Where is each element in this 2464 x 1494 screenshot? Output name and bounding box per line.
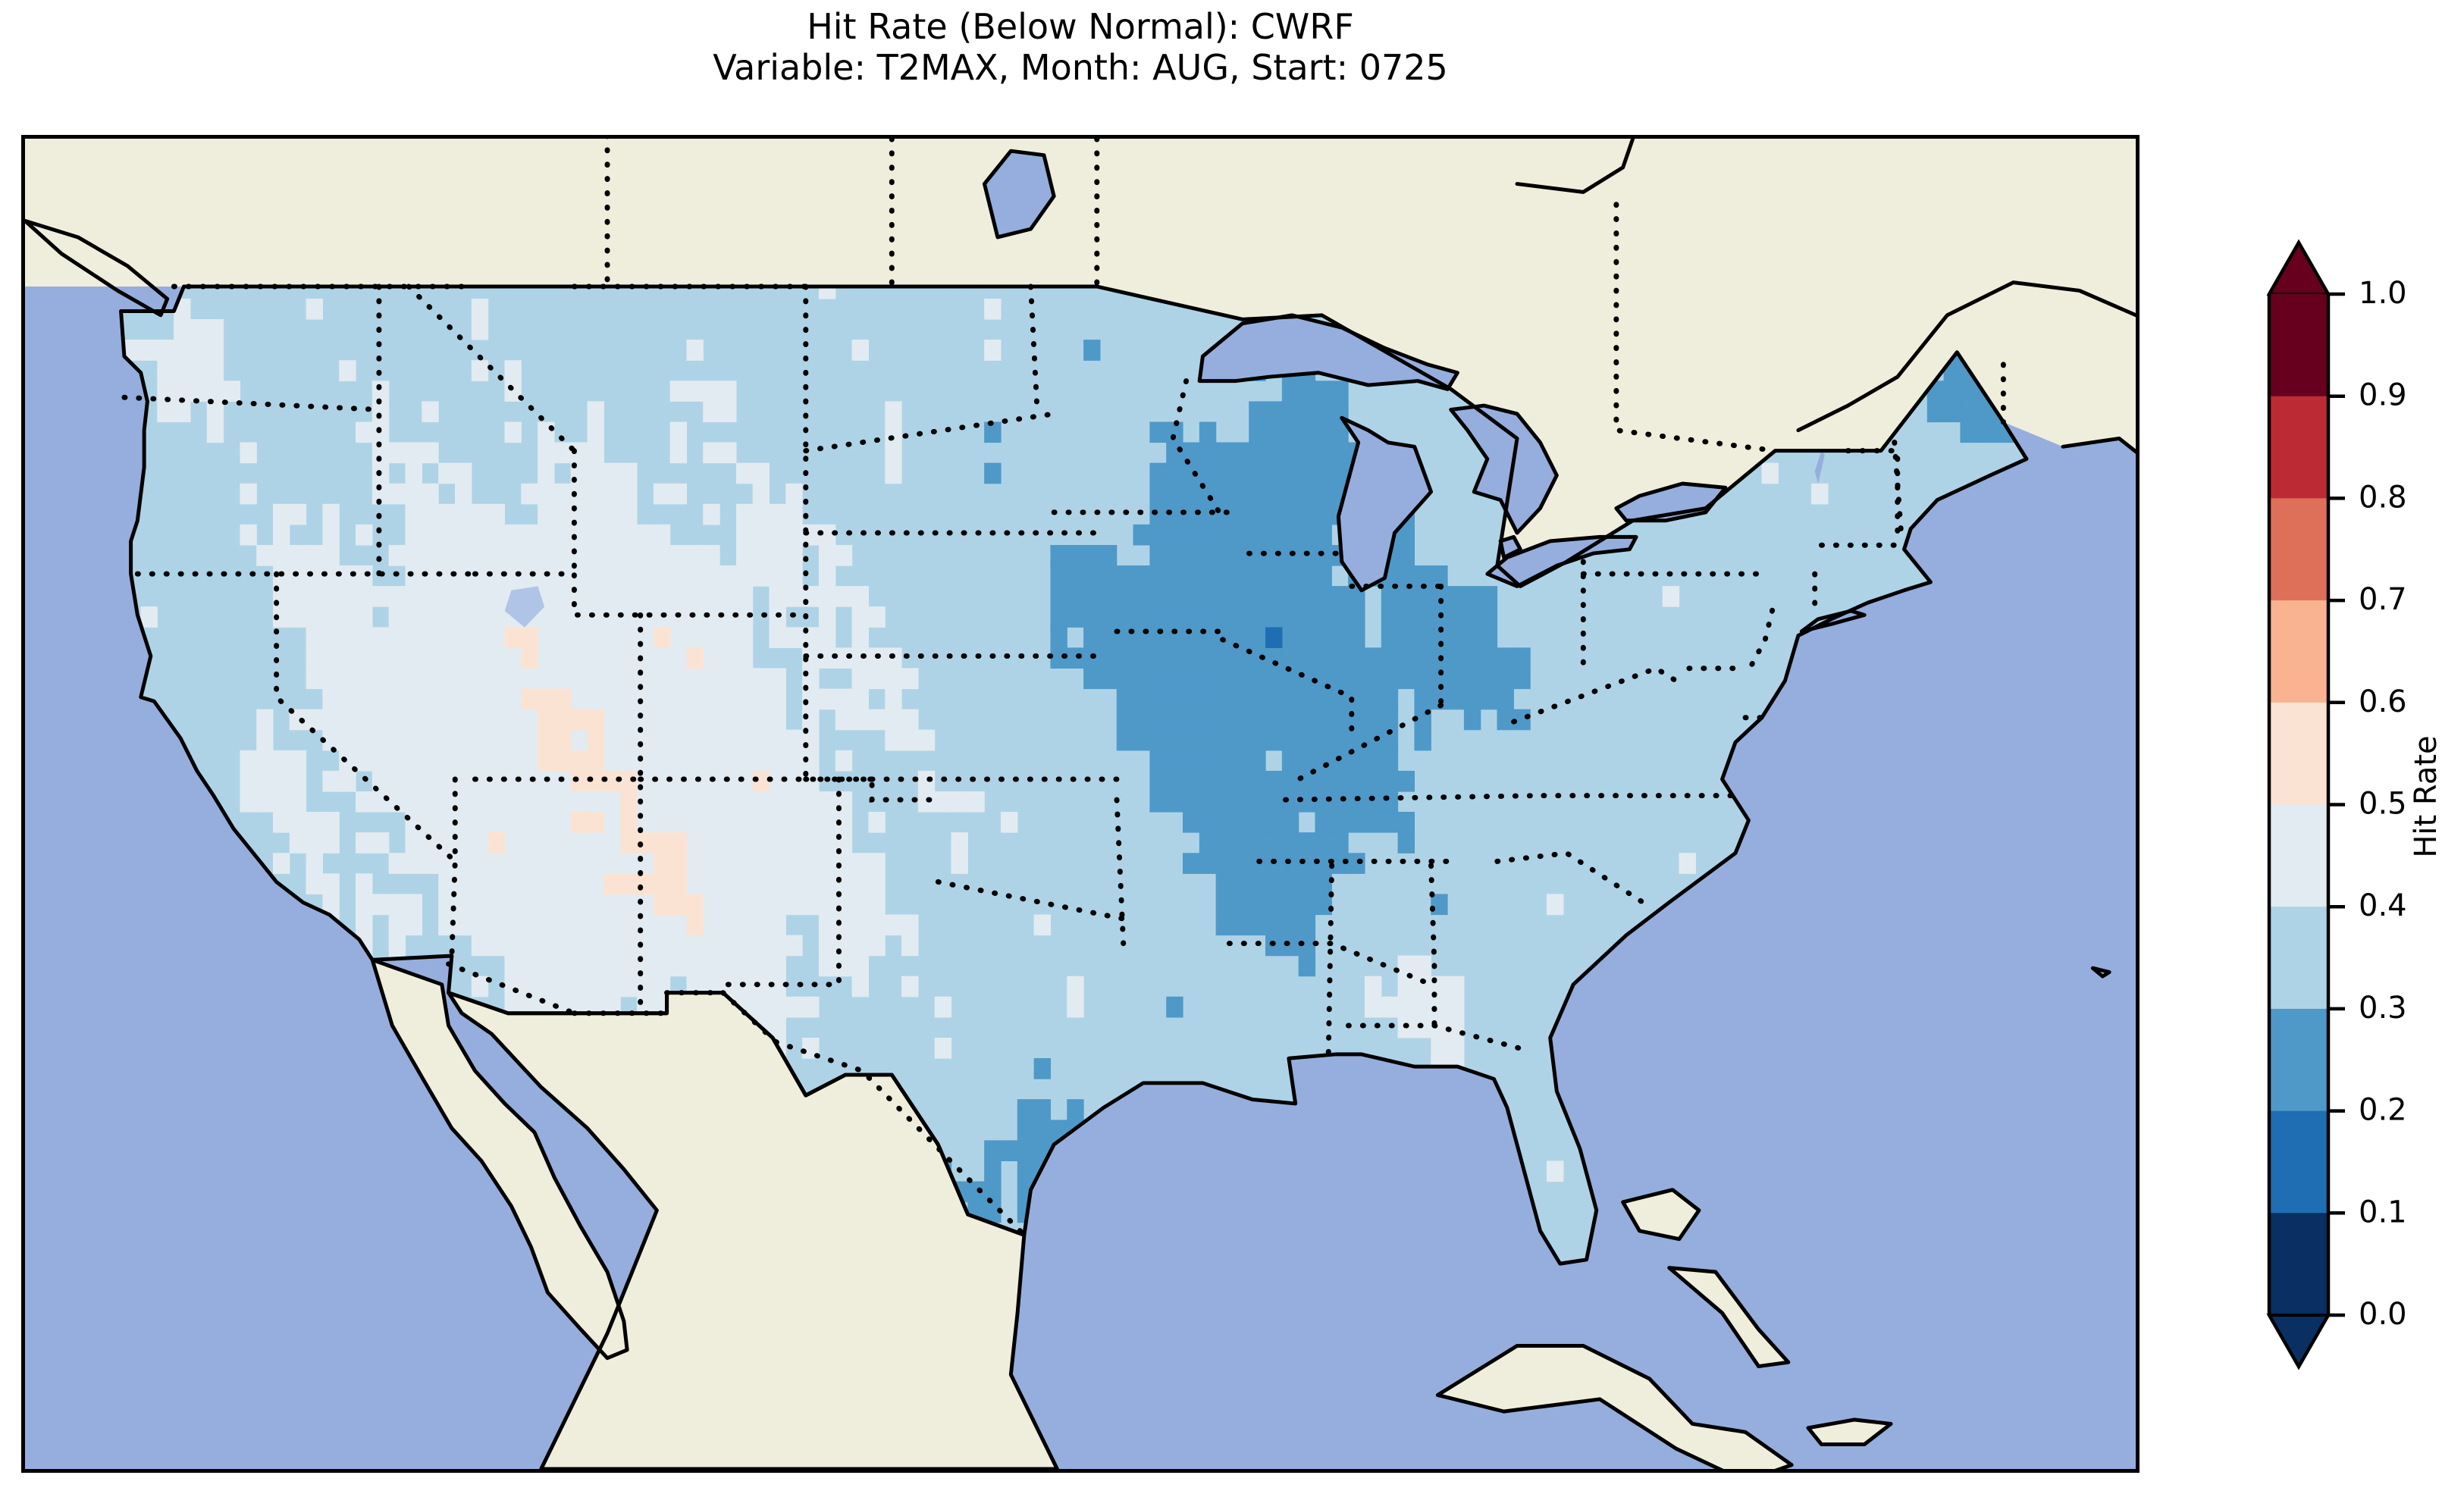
state-border-layer [121,139,2006,1238]
title-line-2: Variable: T2MAX, Month: AUG, Start: 0725 [713,47,1448,89]
map-plot-area [21,135,2140,1473]
colorbar-tick-label: 0.4 [2359,888,2407,923]
colorbar-label-text: Hit Rate [2409,735,2444,858]
colorbar[interactable]: 1.0 0.9 0.8 0.7 0.6 0.5 0.4 0.3 0.2 0.1 0.0 Hit Ra… [2263,227,2464,1380]
colorbar-axis-label: Hit Rate [2402,227,2447,1380]
colorbar-tick-label: 0.9 [2359,378,2407,413]
colorbar-tick-label: 0.0 [2359,1297,2407,1332]
colorbar-tick-label: 0.8 [2359,480,2407,515]
colorbar-tick-label: 0.3 [2359,991,2407,1026]
title-line-1: Hit Rate (Below Normal): CWRF [807,6,1354,47]
chart-title-block: Hit Rate (Below Normal): CWRF Variable: … [0,6,2161,89]
colorbar-tick-label: 0.2 [2359,1093,2407,1128]
colorbar-svg[interactable]: 1.0 0.9 0.8 0.7 0.6 0.5 0.4 0.3 0.2 0.1 0.0 [2263,227,2464,1380]
colorbar-tick-label: 0.7 [2359,582,2407,617]
colorbar-tick-label: 0.1 [2359,1195,2407,1229]
colorbar-tick-label: 1.0 [2359,276,2407,311]
colorbar-tick-label: 0.6 [2359,684,2407,719]
map-canvas [25,139,2136,1469]
colorbar-tick-label: 0.5 [2359,787,2407,822]
coastline-layer [25,139,2136,1469]
